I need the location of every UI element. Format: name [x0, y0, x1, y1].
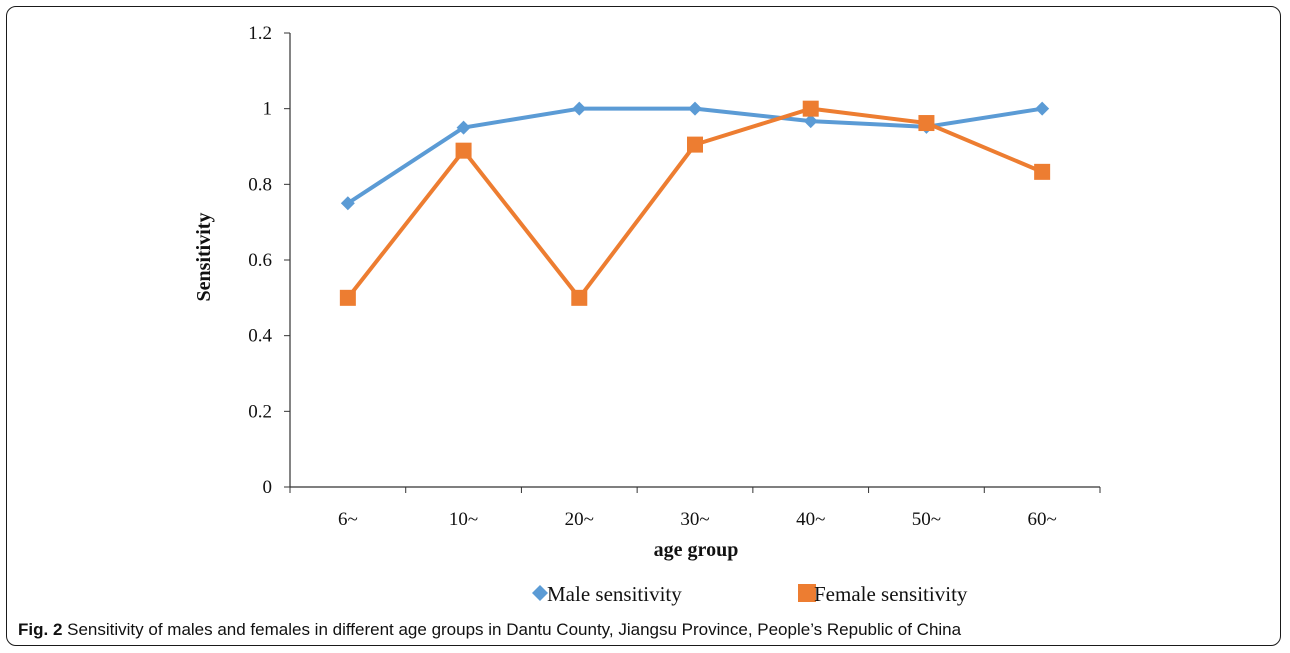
x-tick-label: 40~ [796, 509, 825, 530]
x-tick-label: 30~ [680, 509, 709, 530]
square-marker [687, 136, 703, 153]
square-marker [339, 289, 356, 306]
square-marker [1034, 163, 1051, 180]
y-tick-label: 1.2 [248, 23, 272, 44]
y-tick-labels: 0 0.2 0.4 0.6 0.8 1 1.2 [248, 23, 272, 498]
square-marker [802, 100, 819, 117]
chart-series [339, 100, 1051, 306]
chart-legend: Male sensitivity Female sensitivity [532, 582, 968, 606]
y-tick-label: 0.4 [248, 326, 272, 347]
legend-label: Male sensitivity [547, 582, 682, 606]
series-male [340, 101, 1050, 211]
x-tick-label: 50~ [912, 509, 941, 530]
diamond-marker [532, 585, 548, 601]
y-tick-label: 0 [263, 477, 273, 498]
square-marker [571, 289, 588, 306]
legend-item: Male sensitivity [532, 582, 682, 606]
figure-caption: Fig. 2 Sensitivity of males and females … [18, 620, 961, 640]
y-tick-label: 0.2 [248, 401, 272, 422]
diamond-marker [1035, 101, 1050, 116]
y-axis-title: Sensitivity [193, 213, 215, 302]
x-tick-label: 60~ [1028, 509, 1057, 530]
y-tick-label: 0.6 [248, 250, 272, 271]
figure-label: Fig. 2 [18, 620, 63, 639]
square-marker [798, 584, 816, 602]
legend-label: Female sensitivity [814, 582, 968, 606]
y-tick-label: 0.8 [248, 174, 272, 195]
x-tick-labels: 6~ 10~ 20~ 30~ 40~ 50~ 60~ [338, 509, 1057, 530]
x-tick-label: 10~ [449, 509, 478, 530]
legend-item: Female sensitivity [798, 582, 968, 606]
x-tick-label: 20~ [565, 509, 594, 530]
diamond-marker [456, 120, 471, 135]
figure-caption-text: Sensitivity of males and females in diff… [62, 620, 962, 639]
series-female [339, 100, 1051, 306]
diamond-marker [803, 114, 818, 129]
square-marker [918, 115, 935, 132]
figure-frame [6, 6, 1281, 646]
x-tick-label: 6~ [338, 509, 358, 530]
diamond-marker [572, 101, 587, 116]
y-tick-label: 1 [263, 99, 273, 120]
diamond-marker [340, 196, 355, 211]
series-line [346, 106, 1043, 205]
square-marker [455, 142, 472, 159]
x-axis-title: age group [654, 539, 739, 561]
chart-axes [284, 32, 1101, 493]
diamond-marker [688, 101, 702, 116]
